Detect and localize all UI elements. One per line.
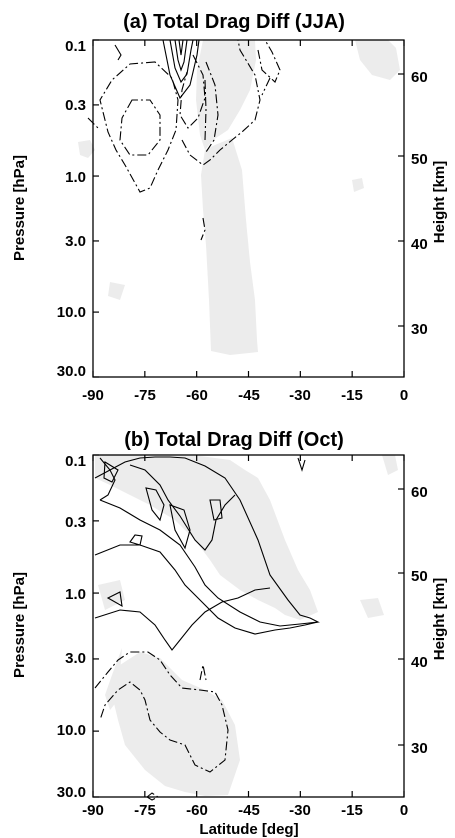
panel-b-y2-tick-labels: 60 50 40 30 — [411, 484, 428, 757]
panel-b-shade-region — [95, 455, 318, 620]
panel-a-shade-region — [78, 140, 95, 158]
panel-a-contour-negative — [87, 117, 101, 131]
panel-b-y2tick-label: 30 — [411, 740, 428, 757]
panel-a-contour-positive — [169, 39, 194, 84]
panel-b-xtick-label: -90 — [82, 802, 104, 819]
panel-b-contour-positive — [103, 461, 119, 483]
panel-b-shade-region — [98, 580, 125, 610]
panel-b-shade-region — [382, 455, 398, 475]
panel-a-xtick-label: -60 — [186, 387, 208, 404]
panel-b-y-axis-label: Pressure [hPa] — [11, 572, 28, 678]
panel-a-contour-negative — [204, 79, 207, 141]
panel-b-ytick-label: 0.1 — [65, 453, 86, 470]
panel-a-y2-axis-label: Height [km] — [431, 161, 448, 244]
panel-b-contour-positive — [94, 456, 320, 627]
panel-b-x-axis-label: Latitude [deg] — [199, 821, 298, 838]
panel-a-shade-region — [352, 178, 364, 192]
panel-b-shading — [95, 455, 398, 796]
panel-a-contour-positive — [114, 44, 122, 61]
panel-b-contour-positive — [129, 464, 236, 551]
panel-b-contour-negative — [199, 664, 207, 681]
panel-a-y2-tick-labels: 60 50 40 30 — [411, 69, 428, 338]
panel-b-y2tick-label: 60 — [411, 484, 428, 501]
panel-a-y2tick-label: 50 — [411, 151, 428, 168]
panel-b-xtick-label: 0 — [400, 802, 408, 819]
panel-b-ytick-label: 30.0 — [57, 784, 86, 801]
panel-a-shade-region — [355, 40, 400, 80]
panel-b-ytick-label: 10.0 — [57, 722, 86, 739]
panel-b-xtick-label: -60 — [186, 802, 208, 819]
panel-a-title: (a) Total Drag Diff (JJA) — [123, 11, 345, 33]
panel-b-title: (b) Total Drag Diff (Oct) — [124, 429, 344, 451]
panel-b-contour-positive — [106, 591, 123, 608]
panel-b-contour-positive — [297, 457, 306, 472]
panel-a-xtick-label: -75 — [134, 387, 156, 404]
panel-a-tick-marks — [92, 39, 405, 378]
panel-a-contour-negative — [261, 77, 271, 96]
panel-a-contour-negative — [200, 217, 206, 241]
panel-a-contour-negative — [179, 54, 206, 129]
panel-a-xtick-label: 0 — [400, 387, 408, 404]
panel-a-ytick-label: 1.0 — [65, 169, 86, 186]
panel-a-ytick-label: 0.3 — [65, 97, 86, 114]
panel-a-shade-region — [108, 282, 125, 300]
panel-b-xtick-label: -15 — [341, 802, 363, 819]
panel-b-y2-axis-label: Height [km] — [431, 578, 448, 661]
panel-b-y-tick-labels: 0.1 0.3 1.0 3.0 10.0 30.0 — [57, 453, 86, 801]
panel-a-contour-negative — [181, 39, 261, 166]
panel-a-shading — [78, 40, 400, 355]
panel-b-contour-positive — [209, 499, 223, 521]
panel-b-tick-marks — [92, 454, 405, 798]
panel-a-ytick-label: 0.1 — [65, 38, 86, 55]
panel-b-shade-region — [112, 652, 240, 796]
panel-a-contours — [87, 39, 281, 241]
panel-a-y2tick-label: 60 — [411, 69, 428, 86]
panel-a-xtick-label: -90 — [82, 387, 104, 404]
panel-a-ytick-label: 10.0 — [57, 304, 86, 321]
panel-b-contour-positive — [94, 587, 271, 651]
panel-a-shade-region — [201, 138, 258, 355]
panel-b-xtick-label: -75 — [134, 802, 156, 819]
panel-b-contour-positive — [129, 534, 143, 546]
panel-a-xtick-label: -15 — [341, 387, 363, 404]
panel-a-xtick-label: -45 — [238, 387, 260, 404]
panel-b-ytick-label: 1.0 — [65, 586, 86, 603]
panel-a-contour-negative — [257, 39, 281, 83]
panel-a-ytick-label: 30.0 — [57, 363, 86, 380]
panel-b-y2tick-label: 40 — [411, 654, 428, 671]
panel-a-contour-positive — [162, 39, 200, 100]
panel-b-contour-negative — [94, 651, 229, 773]
panel-b-ytick-label: 3.0 — [65, 650, 86, 667]
panel-a-y2tick-label: 30 — [411, 321, 428, 338]
panel-a-ytick-label: 3.0 — [65, 233, 86, 250]
panel-a-contour-positive — [174, 39, 188, 72]
panel-b-xtick-label: -45 — [238, 802, 260, 819]
panel-a: (a) Total Drag Diff (JJA) — [11, 11, 448, 404]
panel-b-contours — [94, 456, 320, 801]
panel-a-contour-positive — [178, 39, 184, 56]
panel-a-contour-negative — [119, 99, 161, 156]
panel-b: (b) Total Drag Diff (Oct) — [11, 429, 448, 838]
panel-a-contour-negative — [99, 61, 179, 193]
panel-b-contour-positive — [99, 457, 116, 501]
panel-b-ytick-label: 0.3 — [65, 514, 86, 531]
panel-a-shade-region — [196, 40, 256, 150]
panel-b-shade-region — [360, 598, 384, 618]
panel-b-y2tick-label: 50 — [411, 568, 428, 585]
panel-b-xtick-label: -30 — [289, 802, 311, 819]
panel-b-contour-positive — [94, 544, 319, 635]
panel-b-x-tick-labels: -90 -75 -60 -45 -30 -15 0 — [82, 802, 408, 819]
panel-a-y-tick-labels: 0.1 0.3 1.0 3.0 10.0 30.0 — [57, 38, 86, 380]
panel-a-xtick-label: -30 — [289, 387, 311, 404]
panel-b-shade-region — [105, 648, 122, 710]
panel-b-contour-positive — [169, 504, 191, 550]
panel-a-y-axis-label: Pressure [hPa] — [11, 155, 28, 261]
panel-a-x-tick-labels: -90 -75 -60 -45 -30 -15 0 — [82, 387, 408, 404]
panel-a-y2tick-label: 40 — [411, 236, 428, 253]
panel-b-contour-positive — [145, 487, 165, 522]
panel-a-contour-negative — [205, 61, 219, 153]
